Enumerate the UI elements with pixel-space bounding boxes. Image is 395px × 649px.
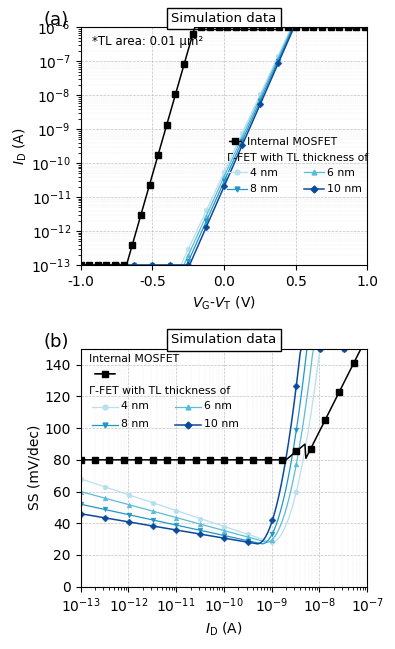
Text: Internal MOSFET: Internal MOSFET <box>247 137 337 147</box>
Text: Γ-FET with TL thickness of: Γ-FET with TL thickness of <box>89 386 230 396</box>
Text: 4 nm: 4 nm <box>250 167 278 178</box>
X-axis label: $I_{\mathrm{D}}$ (A): $I_{\mathrm{D}}$ (A) <box>205 620 243 638</box>
Text: Internal MOSFET: Internal MOSFET <box>89 354 179 363</box>
Y-axis label: $I_{\mathrm{D}}$ (A): $I_{\mathrm{D}}$ (A) <box>11 127 28 165</box>
Text: 10 nm: 10 nm <box>327 184 362 194</box>
Text: 10 nm: 10 nm <box>204 419 239 429</box>
Text: 8 nm: 8 nm <box>121 419 149 429</box>
X-axis label: $V_{\mathrm{G}}$-$V_{\mathrm{T}}$ (V): $V_{\mathrm{G}}$-$V_{\mathrm{T}}$ (V) <box>192 295 256 312</box>
Text: 4 nm: 4 nm <box>121 401 149 411</box>
Text: (b): (b) <box>43 332 69 350</box>
Text: 6 nm: 6 nm <box>204 401 232 411</box>
Text: (a): (a) <box>43 11 68 29</box>
Title: Simulation data: Simulation data <box>171 12 276 25</box>
Text: 8 nm: 8 nm <box>250 184 278 194</box>
Text: 6 nm: 6 nm <box>327 167 355 178</box>
Text: *TL area: 0.01 μm²: *TL area: 0.01 μm² <box>92 34 203 47</box>
Text: Γ-FET with TL thickness of: Γ-FET with TL thickness of <box>227 153 368 164</box>
Y-axis label: SS (mV/dec): SS (mV/dec) <box>28 425 42 510</box>
Title: Simulation data: Simulation data <box>171 334 276 347</box>
